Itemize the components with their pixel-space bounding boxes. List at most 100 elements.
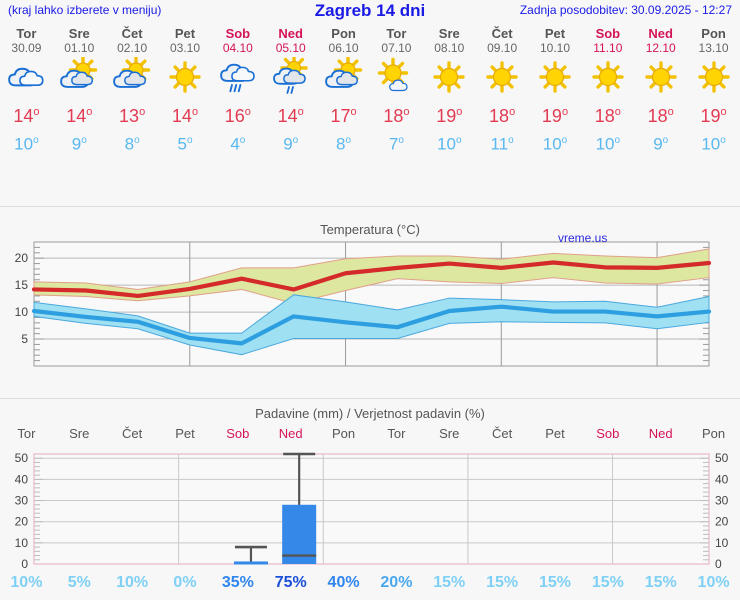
- svg-text:30: 30: [715, 494, 729, 508]
- sunny-icon: [159, 57, 212, 99]
- day-of-week: Tor: [386, 26, 407, 41]
- sunny-icon: [423, 57, 476, 99]
- sunny-icon: [634, 57, 687, 99]
- svg-text:10: 10: [15, 536, 29, 550]
- svg-text:20: 20: [15, 515, 29, 529]
- day-column-06.10[interactable]: Pon 06.10 17o 8o: [317, 26, 370, 157]
- precip-day-label: Sre: [439, 426, 460, 441]
- day-date: 08.10: [434, 41, 465, 55]
- high-temperature: 18o: [383, 106, 410, 126]
- temperature-plot: 5 10 15 20 vreme.us: [15, 231, 712, 367]
- high-temperature: 14o: [277, 106, 304, 126]
- day-column-08.10[interactable]: Sre 08.10 19o 10o: [423, 26, 476, 157]
- day-column-03.10[interactable]: Pet 03.10 14o 5o: [159, 26, 212, 157]
- sunny-icon: [687, 57, 740, 99]
- day-of-week: Čet: [491, 26, 513, 41]
- day-date: 12.10: [645, 41, 676, 55]
- high-temperature: 14o: [13, 106, 40, 126]
- day-of-week: Pon: [331, 26, 356, 41]
- low-temperature: 10o: [595, 134, 621, 154]
- day-column-09.10[interactable]: Čet 09.10 18o 11o: [476, 26, 529, 157]
- high-temperature: 13o: [119, 106, 146, 126]
- svg-text:10: 10: [15, 305, 29, 319]
- day-column-05.10[interactable]: Ned 05.10 14o 9o: [264, 26, 317, 157]
- day-of-week: Pet: [174, 26, 196, 41]
- svg-text:15: 15: [15, 278, 29, 292]
- svg-text:50: 50: [715, 451, 729, 465]
- day-date: 13.10: [698, 41, 729, 55]
- low-temperature: 9o: [653, 134, 669, 154]
- precip-day-label: Sre: [69, 426, 90, 441]
- precipitation-chart-title: Padavine (mm) / Verjetnost padavin (%): [255, 406, 485, 421]
- temperature-chart-title: Temperatura (°C): [320, 222, 420, 237]
- high-temperature: 18o: [647, 106, 674, 126]
- precip-day-label: Pet: [175, 426, 195, 441]
- day-column-11.10[interactable]: Sob 11.10 18o 10o: [581, 26, 634, 157]
- svg-text:10: 10: [715, 536, 729, 550]
- precip-day-label: Sob: [226, 426, 250, 441]
- day-date: 30.09: [11, 41, 42, 55]
- high-temperature: 16o: [224, 106, 251, 126]
- partly-sunny-icon: [53, 57, 106, 99]
- precip-day-label: Tor: [387, 426, 406, 441]
- day-of-week: Sob: [595, 26, 621, 41]
- day-of-week: Tor: [16, 26, 37, 41]
- precipitation-chart: Padavine (mm) / Verjetnost padavin (%) T…: [0, 404, 740, 591]
- day-of-week: Sre: [438, 26, 460, 41]
- high-temperature: 14o: [171, 106, 199, 126]
- low-temperature: 7o: [388, 134, 404, 154]
- last-updated: Zadnja posodobitev: 30.09.2025 - 12:27: [519, 3, 732, 17]
- day-date: 02.10: [117, 41, 148, 55]
- high-temperature: 17o: [330, 106, 357, 126]
- day-column-10.10[interactable]: Pet 10.10 19o 10o: [529, 26, 582, 157]
- day-date: 06.10: [328, 41, 359, 55]
- day-column-02.10[interactable]: Čet 02.10 13o 8o: [106, 26, 159, 157]
- precip-day-label: Čet: [122, 426, 143, 441]
- day-of-week: Ned: [278, 26, 303, 41]
- low-temperature: 10o: [14, 134, 39, 154]
- day-column-13.10[interactable]: Pon 13.10 19o 10o: [687, 26, 740, 157]
- precip-probability: 15%: [591, 574, 624, 591]
- precip-day-label: Tor: [17, 426, 36, 441]
- svg-text:40: 40: [15, 472, 29, 486]
- day-of-week: Čet: [121, 26, 143, 41]
- precip-probability: 40%: [327, 574, 360, 591]
- precip-probability: 15%: [644, 574, 677, 591]
- sun-rain-icon: [264, 57, 317, 99]
- day-column-12.10[interactable]: Ned 12.10 18o 9o: [634, 26, 687, 157]
- svg-text:20: 20: [715, 515, 729, 529]
- rain-icon: [211, 57, 264, 99]
- low-temperature: 8o: [336, 134, 352, 154]
- svg-text:30: 30: [15, 494, 29, 508]
- precip-day-label: Pon: [331, 426, 356, 441]
- day-column-01.10[interactable]: Sre 01.10 14o 9o: [53, 26, 106, 157]
- precip-probability: 10%: [697, 574, 730, 591]
- precip-probability: 5%: [67, 574, 91, 591]
- day-date: 11.10: [593, 41, 623, 55]
- svg-text:0: 0: [21, 557, 28, 571]
- day-of-week: Pet: [544, 26, 566, 41]
- temperature-chart: Temperatura (°C) 5 10 15 20 vreme.us: [0, 218, 740, 388]
- precip-day-label: Pon: [701, 426, 726, 441]
- divider-bottom: [0, 398, 740, 399]
- svg-text:40: 40: [715, 472, 729, 486]
- day-date: 09.10: [487, 41, 518, 55]
- page-title: Zagreb 14 dni: [314, 1, 426, 20]
- low-temperature: 8o: [124, 134, 140, 154]
- sunny-icon: [581, 57, 634, 99]
- sun-small-cloud-icon: [370, 57, 423, 99]
- high-temperature: 14o: [66, 106, 93, 126]
- day-column-04.10[interactable]: Sob 04.10 16o 4o: [211, 26, 264, 157]
- precip-day-label: Pet: [545, 426, 565, 441]
- day-date: 04.10: [222, 41, 253, 55]
- svg-text:50: 50: [15, 451, 29, 465]
- day-column-30.09[interactable]: Tor 30.09 14o 10o: [0, 26, 53, 157]
- day-column-07.10[interactable]: Tor 07.10 18o 7o: [370, 26, 423, 157]
- high-temperature: 19o: [700, 106, 727, 126]
- day-date: 10.10: [539, 41, 570, 55]
- day-of-week: Sre: [68, 26, 90, 41]
- low-temperature: 10o: [542, 134, 568, 154]
- precip-probability: 10%: [116, 574, 149, 591]
- low-temperature: 5o: [177, 134, 193, 154]
- low-temperature: 10o: [437, 134, 462, 154]
